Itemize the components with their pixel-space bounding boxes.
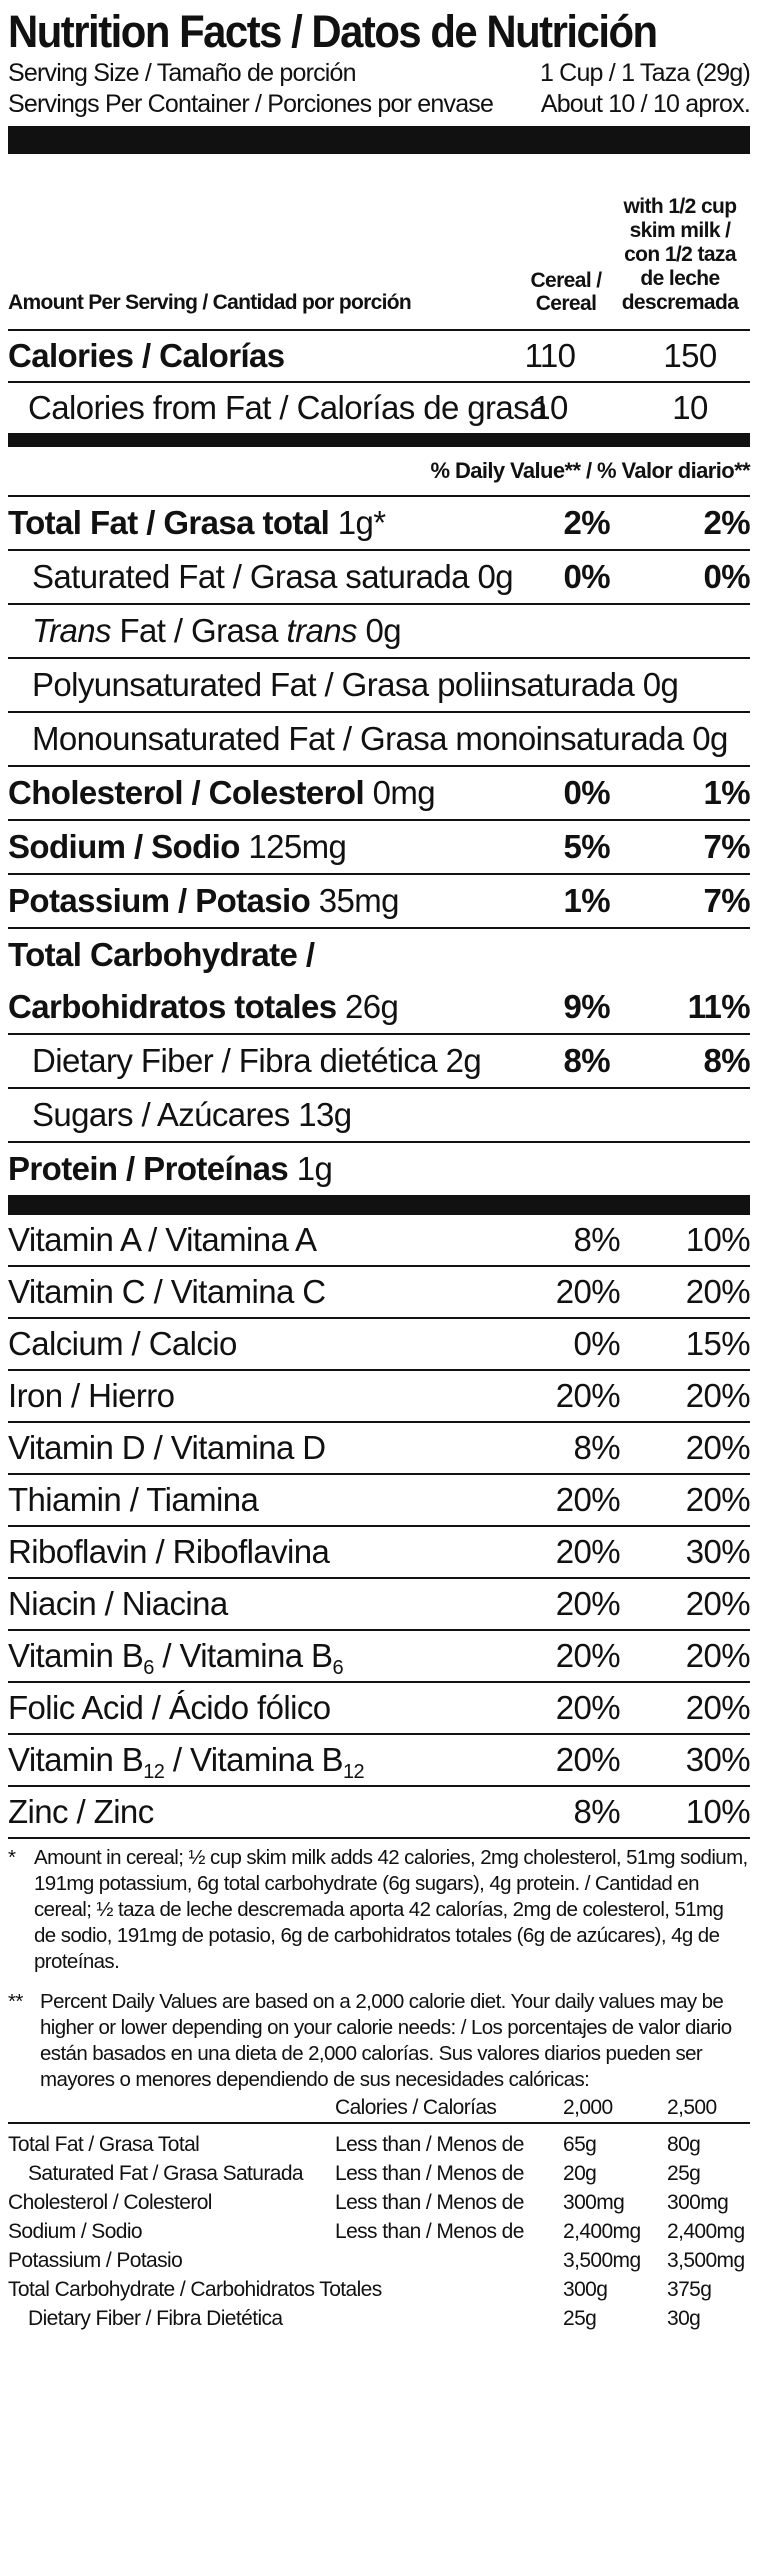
vitamin-row: Vitamin C / Vitamina C 20% 20% bbox=[8, 1267, 751, 1319]
dv-table-row: Total Carbohydrate / Carbohidratos Total… bbox=[8, 2278, 712, 2301]
dv-table-header: Calories / Calorías 2,000 2,500 bbox=[8, 2093, 750, 2124]
footnote-amount-in-cereal: * Amount in cereal; ½ cup skim milk adds… bbox=[8, 1846, 748, 1973]
calories-fat-milk: 10 bbox=[672, 389, 708, 426]
medium-divider bbox=[8, 433, 750, 447]
nutrient-row-sodium: Sodium / Sodio 125mg 5% 7% bbox=[8, 821, 751, 875]
vitamin-row: Niacin / Niacina 20% 20% bbox=[8, 1579, 751, 1631]
vitamin-row: Calcium / Calcio 0% 15% bbox=[8, 1319, 751, 1371]
trans-italic-word: Trans bbox=[32, 612, 112, 649]
nutrient-row-trans-fat: Trans Fat / Grasa trans 0g bbox=[8, 605, 750, 659]
nutrient-row-dietary-fiber: Dietary Fiber / Fibra dietética 2g 8% 8% bbox=[8, 1035, 751, 1089]
thin-divider bbox=[8, 329, 750, 331]
vitamin-row: Vitamin B6 / Vitamina B6 20% 20% bbox=[8, 1631, 751, 1683]
nutrient-row-saturated-fat: Saturated Fat / Grasa saturada 0g 0% 0% bbox=[8, 551, 751, 605]
vitamin-row: Zinc / Zinc 8% 10% bbox=[8, 1787, 751, 1839]
calories-fat-row: Calories from Fat / Calorías de grasa 10… bbox=[8, 383, 750, 433]
vitamin-row: Riboflavin / Riboflavina 20% 30% bbox=[8, 1527, 751, 1579]
nutrient-row-total-fat: Total Fat / Grasa total 1g* 2% 2% bbox=[8, 497, 751, 551]
dv-table-row: Sodium / Sodio Less than / Menos de 2,400m… bbox=[8, 2220, 745, 2243]
serving-size-label: Serving Size / Tamaño de porción bbox=[8, 59, 357, 87]
calories-label: Calories / Calorías bbox=[8, 337, 285, 374]
thick-divider bbox=[8, 126, 750, 154]
trans-fat-label: Trans Fat / Grasa trans bbox=[32, 612, 357, 649]
calories-cereal: 110 bbox=[524, 337, 576, 374]
trans-italic-word: trans bbox=[286, 612, 358, 649]
big-divider bbox=[8, 1195, 750, 1215]
nutrient-row-sugars: Sugars / Azúcares 13g bbox=[8, 1089, 750, 1143]
nutrient-row-polyunsaturated-fat: Polyunsaturated Fat / Grasa poliinsatura… bbox=[8, 659, 750, 713]
serving-size-row: Serving Size / Tamaño de porción 1 Cup /… bbox=[8, 58, 751, 89]
nutrient-row-protein: Protein / Proteínas 1g bbox=[8, 1150, 333, 1187]
cereal-column-header: Cereal / Cereal bbox=[530, 269, 602, 315]
dv-table-row: Saturated Fat / Grasa Saturada Less than … bbox=[28, 2162, 701, 2185]
vitamin-row: Folic Acid / Ácido fólico 20% 20% bbox=[8, 1683, 751, 1735]
vitamin-row: Vitamin A / Vitamina A 8% 10% bbox=[8, 1215, 751, 1267]
vitamin-row: Vitamin D / Vitamina D 8% 20% bbox=[8, 1423, 751, 1475]
nutrient-row-monounsaturated-fat: Monounsaturated Fat / Grasa monoinsatura… bbox=[8, 713, 750, 767]
footnote-daily-values: ** Percent Daily Values are based on a 2… bbox=[8, 1990, 732, 2091]
daily-value-header: % Daily Value** / % Valor diario** bbox=[8, 447, 751, 497]
dv-table-row: Total Fat / Grasa Total Less than / Menos… bbox=[8, 2133, 701, 2156]
column-header: Amount Per Serving / Cantidad por porció… bbox=[8, 154, 750, 329]
nutrient-row-cholesterol: Cholesterol / Colesterol 0mg 0% 1% bbox=[8, 767, 751, 821]
servings-per-container-label: Servings Per Container / Porciones por e… bbox=[8, 90, 494, 118]
vitamin-row: Iron / Hierro 20% 20% bbox=[8, 1371, 751, 1423]
vitamin-row: Thiamin / Tiamina 20% 20% bbox=[8, 1475, 751, 1527]
nutrient-row-total-carbohydrate-line1: Total Carbohydrate / bbox=[8, 936, 315, 973]
calories-fat-cereal: 10 bbox=[532, 389, 568, 426]
dv-table-row: Dietary Fiber / Fibra Dietética 25g 30g bbox=[28, 2307, 701, 2330]
vitamin-row: Vitamin B12 / Vitamina B12 20% 30% bbox=[8, 1735, 751, 1787]
calories-fat-label: Calories from Fat / Calorías de grasa bbox=[28, 389, 547, 426]
dv-table-row: Cholesterol / Colesterol Less than / Meno… bbox=[8, 2191, 729, 2214]
servings-per-container-value: About 10 / 10 aprox. bbox=[540, 90, 751, 118]
nutrient-row-total-carbohydrate: Carbohidratos totales 26g 9% 11% bbox=[8, 981, 751, 1035]
dv-table-row: Potassium / Potasio 3,500mg 3,500mg bbox=[8, 2249, 745, 2272]
nutrition-facts-label: Nutrition Facts / Datos de Nutrición Ser… bbox=[8, 6, 751, 2333]
amount-per-serving-label: Amount Per Serving / Cantidad por porció… bbox=[8, 291, 412, 314]
milk-column-header: with 1/2 cup skim milk / con 1/2 taza de… bbox=[621, 195, 739, 314]
servings-per-container-row: Servings Per Container / Porciones por e… bbox=[8, 89, 751, 120]
serving-size-value: 1 Cup / 1 Taza (29g) bbox=[539, 59, 751, 87]
label-title: Nutrition Facts / Datos de Nutrición bbox=[8, 6, 658, 57]
calories-row: Calories / Calorías 110 150 bbox=[8, 331, 750, 383]
nutrient-row-potassium: Potassium / Potasio 35mg 1% 7% bbox=[8, 875, 751, 929]
calories-milk: 150 bbox=[663, 337, 717, 374]
